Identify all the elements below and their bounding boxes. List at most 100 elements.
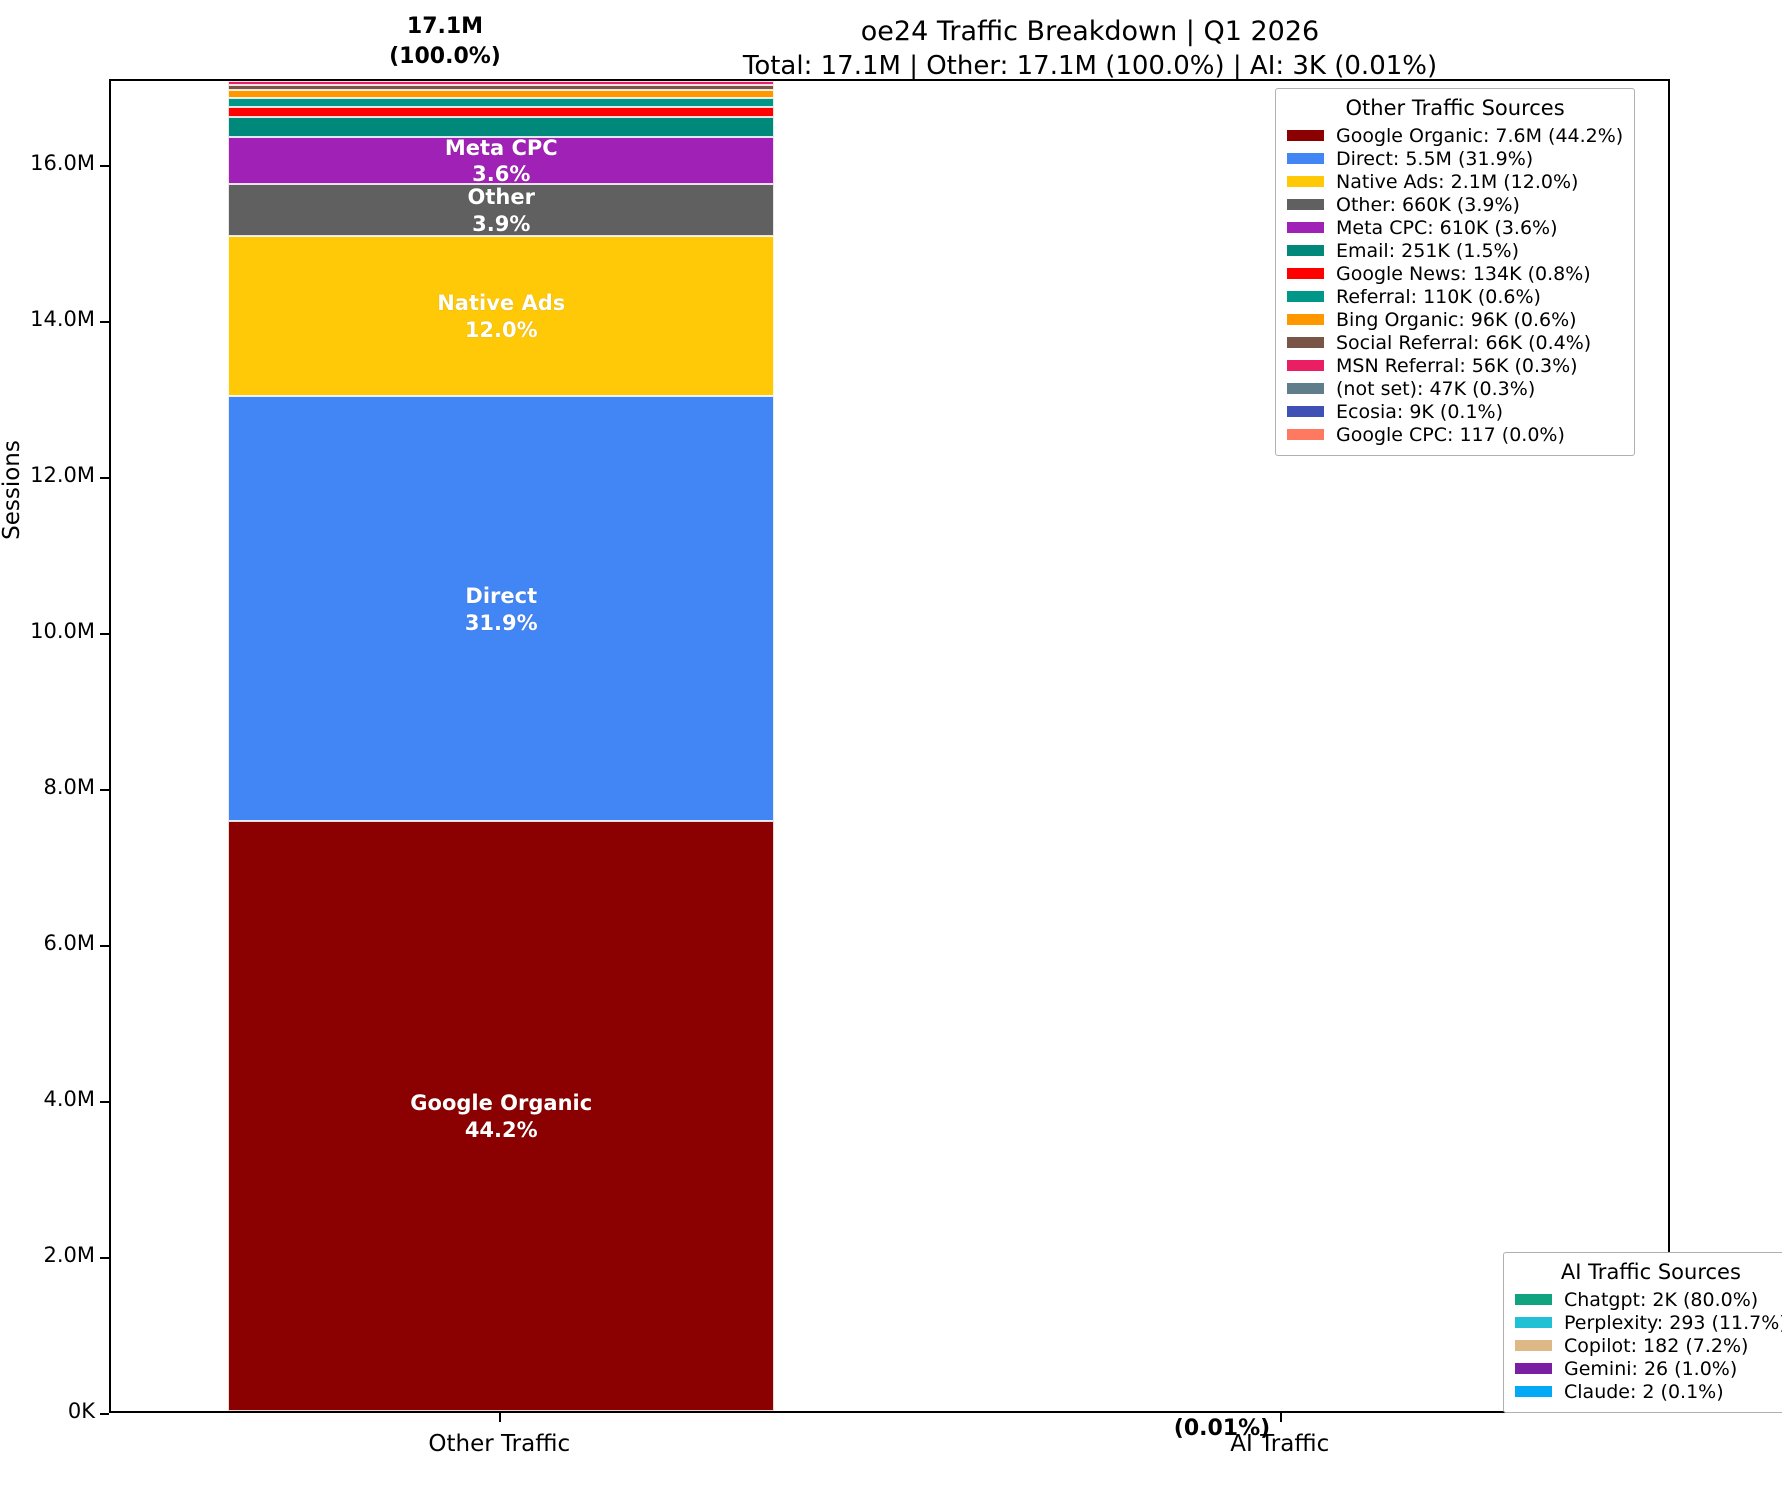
bar-segment[interactable]	[228, 81, 775, 86]
legend-title-other: Other Traffic Sources	[1345, 96, 1565, 120]
legend-other-item[interactable]: Social Referral: 66K (0.4%)	[1287, 331, 1623, 354]
legend-ai-item[interactable]: Chatgpt: 2K (80.0%)	[1515, 1288, 1782, 1311]
legend-color-swatch	[1515, 1363, 1552, 1374]
legend-item-label: Email: 251K (1.5%)	[1336, 239, 1520, 262]
legend-item-label: Direct: 5.5M (31.9%)	[1336, 147, 1534, 170]
legend-other-item[interactable]: Native Ads: 2.1M (12.0%)	[1287, 170, 1623, 193]
bar-segment[interactable]	[228, 136, 775, 185]
legend-item-label: Bing Organic: 96K (0.6%)	[1336, 308, 1577, 331]
legend-ai-item[interactable]: Claude: 2 (0.1%)	[1515, 1380, 1782, 1403]
y-tick: 0K	[0, 1399, 109, 1423]
legend-other-item[interactable]: Email: 251K (1.5%)	[1287, 239, 1623, 262]
legend-other-traffic-sources: Other Traffic Sources Google Organic: 7.…	[1275, 88, 1636, 456]
legend-color-swatch	[1515, 1340, 1552, 1351]
legend-item-label: Claude: 2 (0.1%)	[1564, 1380, 1724, 1403]
title-block: oe24 Traffic Breakdown | Q1 2026 Total: …	[600, 14, 1580, 83]
legend-other-item[interactable]: Other: 660K (3.9%)	[1287, 193, 1623, 216]
y-tick: 10.0M	[0, 619, 109, 643]
y-tick-mark	[100, 164, 109, 167]
page-title: oe24 Traffic Breakdown | Q1 2026	[860, 16, 1320, 47]
bar-segment[interactable]	[228, 97, 775, 107]
legend-rows-ai: Chatgpt: 2K (80.0%) Perplexity: 293 (11.7…	[1515, 1288, 1782, 1403]
legend-other-item[interactable]: (not set): 47K (0.3%)	[1287, 377, 1623, 400]
y-tick: 6.0M	[0, 931, 109, 955]
legend-color-swatch	[1287, 153, 1324, 164]
legend-color-swatch	[1287, 268, 1324, 279]
legend-other-item[interactable]: MSN Referral: 56K (0.3%)	[1287, 354, 1623, 377]
legend-item-label: Perplexity: 293 (11.7%)	[1564, 1311, 1782, 1334]
legend-item-label: Meta CPC: 610K (3.6%)	[1336, 216, 1558, 239]
bar-segment[interactable]	[228, 85, 775, 91]
bar-column-other-traffic: Google Organic 44.2% Direct 31.9% Native A…	[228, 79, 775, 1411]
bar-segment[interactable]	[228, 395, 775, 822]
legend-other-item[interactable]: Referral: 110K (0.6%)	[1287, 285, 1623, 308]
bar-segment[interactable]	[228, 116, 775, 137]
y-tick-mark	[100, 1413, 109, 1415]
legend-other-item[interactable]: Google Organic: 7.6M (44.2%)	[1287, 124, 1623, 147]
other-traffic-total-annotation: 17.1M (100.0%)	[389, 14, 501, 70]
legend-other-item[interactable]: Bing Organic: 96K (0.6%)	[1287, 308, 1623, 331]
legend-color-swatch	[1287, 383, 1324, 394]
legend-other-item[interactable]: Ecosia: 9K (0.1%)	[1287, 400, 1623, 423]
legend-color-swatch	[1287, 222, 1324, 233]
legend-item-label: Ecosia: 9K (0.1%)	[1336, 400, 1504, 423]
y-tick-label: 0K	[67, 1399, 95, 1423]
x-tick-mark	[1279, 1413, 1282, 1422]
legend-color-swatch	[1287, 245, 1324, 256]
legend-title-ai: AI Traffic Sources	[1560, 1260, 1741, 1284]
legend-color-swatch	[1287, 291, 1324, 302]
legend-color-swatch	[1287, 314, 1324, 325]
y-tick-label: 4.0M	[43, 1086, 95, 1111]
y-tick-label: 8.0M	[43, 774, 95, 799]
legend-color-swatch	[1287, 337, 1324, 348]
legend-color-swatch	[1515, 1294, 1552, 1305]
legend-color-swatch	[1287, 130, 1324, 141]
x-tick-label: AI Traffic	[1230, 1431, 1330, 1457]
legend-ai-item[interactable]: Perplexity: 293 (11.7%)	[1515, 1311, 1782, 1334]
legend-item-label: Gemini: 26 (1.0%)	[1564, 1357, 1738, 1380]
legend-color-swatch	[1287, 429, 1324, 440]
legend-ai-item[interactable]: Copilot: 182 (7.2%)	[1515, 1334, 1782, 1357]
y-tick-label: 2.0M	[43, 1242, 95, 1267]
y-axis-label: Sessions	[0, 440, 25, 540]
legend-item-label: Google CPC: 117 (0.0%)	[1336, 423, 1565, 446]
y-tick-mark	[100, 788, 109, 791]
legend-other-item[interactable]: Direct: 5.5M (31.9%)	[1287, 147, 1623, 170]
legend-ai-item[interactable]: Gemini: 26 (1.0%)	[1515, 1357, 1782, 1380]
bar-segment[interactable]	[228, 821, 775, 1411]
legend-item-label: Native Ads: 2.1M (12.0%)	[1336, 170, 1579, 193]
y-tick: 14.0M	[0, 307, 109, 331]
y-tick-label: 6.0M	[43, 930, 95, 955]
bar-segment[interactable]	[228, 106, 775, 117]
legend-item-label: Chatgpt: 2K (80.0%)	[1564, 1288, 1759, 1311]
legend-color-swatch	[1287, 176, 1324, 187]
bar-column-ai-traffic	[1008, 81, 1555, 1411]
bar-segment[interactable]	[228, 79, 774, 81]
bar-segment[interactable]	[228, 90, 775, 98]
bar-segment[interactable]	[228, 235, 775, 396]
legend-rows-other: Google Organic: 7.6M (44.2%) Direct: 5.5M…	[1287, 124, 1623, 446]
y-tick: 12.0M	[0, 463, 109, 487]
legend-item-label: Google News: 134K (0.8%)	[1336, 262, 1591, 285]
y-tick-label: 14.0M	[30, 306, 95, 331]
legend-other-item[interactable]: Google CPC: 117 (0.0%)	[1287, 423, 1623, 446]
y-tick-label: 16.0M	[30, 150, 95, 175]
y-tick-mark	[100, 1100, 109, 1103]
legend-other-item[interactable]: Meta CPC: 610K (3.6%)	[1287, 216, 1623, 239]
legend-color-swatch	[1515, 1386, 1552, 1397]
y-tick: 8.0M	[0, 775, 109, 799]
legend-item-label: MSN Referral: 56K (0.3%)	[1336, 354, 1578, 377]
x-tick-mark	[499, 1413, 502, 1422]
legend-item-label: Referral: 110K (0.6%)	[1336, 285, 1541, 308]
legend-ai-traffic-sources: AI Traffic Sources Chatgpt: 2K (80.0%) Pe…	[1503, 1252, 1782, 1413]
y-tick-mark	[100, 1256, 109, 1259]
bar-segment[interactable]	[228, 184, 775, 236]
legend-color-swatch	[1515, 1317, 1552, 1328]
y-tick-mark	[100, 476, 109, 479]
y-tick-mark	[100, 320, 109, 323]
legend-item-label: (not set): 47K (0.3%)	[1336, 377, 1536, 400]
legend-item-label: Copilot: 182 (7.2%)	[1564, 1334, 1749, 1357]
y-tick: 16.0M	[0, 151, 109, 175]
legend-other-item[interactable]: Google News: 134K (0.8%)	[1287, 262, 1623, 285]
